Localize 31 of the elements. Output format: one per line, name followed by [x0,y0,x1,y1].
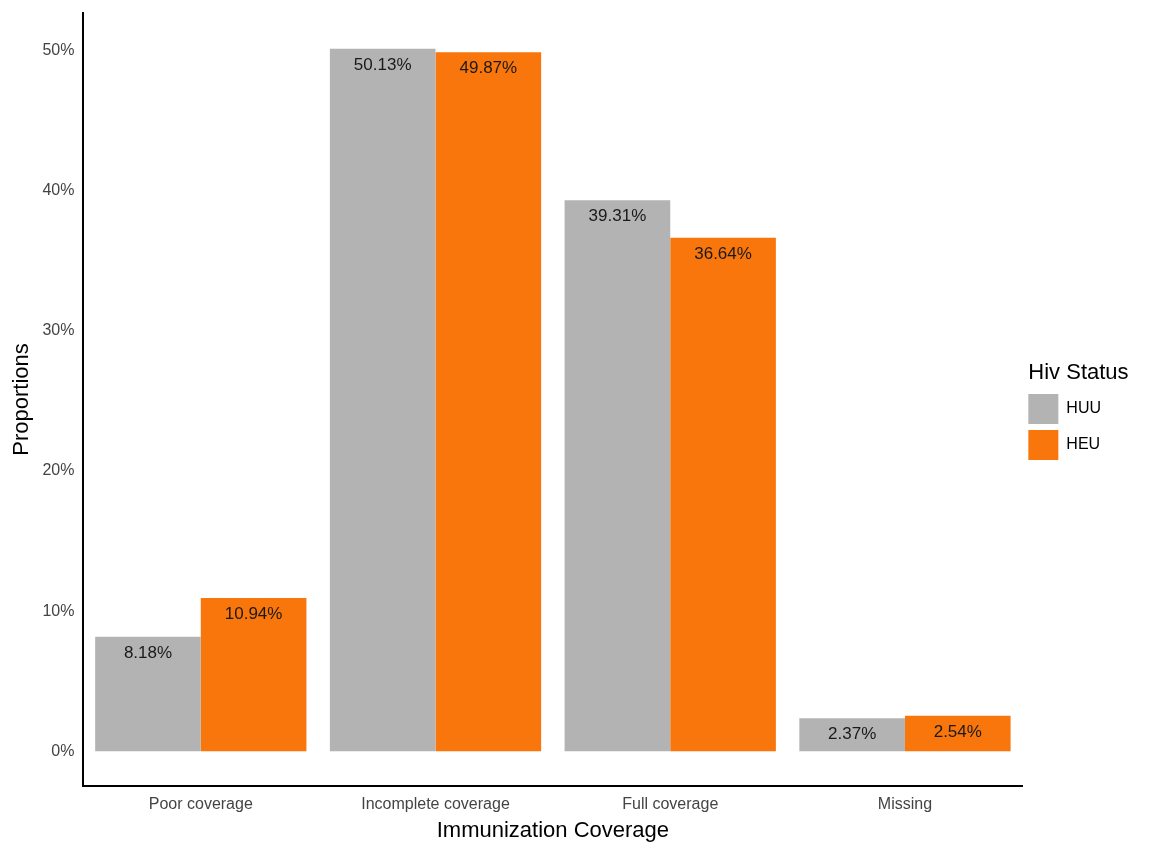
y-tick-label: 10% [42,601,75,619]
data-label: 39.31% [588,206,647,226]
x-axis-title: Immunization Coverage [436,816,670,842]
legend-label: HEU [1066,435,1101,453]
y-tick-label: 50% [42,40,75,58]
y-axis-title: Proportions [8,343,34,456]
bar [799,718,905,752]
data-label: 36.64% [694,243,752,263]
data-label: 49.87% [459,58,518,78]
x-tick-label: Full coverage [622,795,719,813]
bar [95,636,201,752]
y-tick-label: 40% [42,181,75,199]
data-label: 2.37% [828,724,877,744]
bar [200,598,307,752]
bar [564,200,671,752]
y-tick-label: 20% [42,461,75,479]
bar [670,237,776,752]
bar [435,52,542,752]
bar [329,48,436,752]
x-tick-label: Missing [877,795,933,813]
data-label: 8.18% [123,642,173,662]
data-label: 2.54% [933,721,982,741]
legend-label: HUU [1066,399,1102,417]
bar [904,715,1011,752]
data-label: 50.13% [353,54,412,74]
data-label: 10.94% [224,604,283,624]
y-tick-label: 30% [42,321,75,339]
legend-title: Hiv Status [1028,359,1129,385]
y-tick-label: 0% [51,741,75,759]
x-tick-label: Poor coverage [148,795,253,813]
x-tick-label: Incomplete coverage [361,795,510,813]
